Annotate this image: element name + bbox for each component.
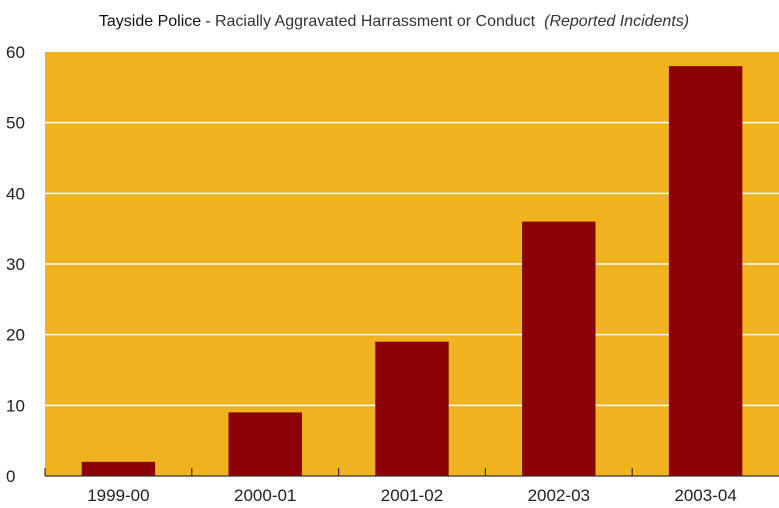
- chart-title: Tayside Police: [99, 13, 201, 30]
- x-tick-label: 2001-02: [381, 486, 443, 505]
- bar-2002-03: [522, 221, 596, 476]
- bars: [81, 66, 743, 476]
- y-tick-label: 30: [6, 255, 25, 274]
- bar-2001-02: [375, 341, 449, 476]
- y-tick-label: 60: [6, 43, 25, 62]
- chart-title-separator: -: [205, 13, 215, 30]
- grid-lines: [45, 121, 779, 407]
- y-tick-label: 0: [6, 467, 15, 486]
- bar-2000-01: [228, 412, 302, 476]
- y-tick-label: 40: [6, 184, 25, 203]
- y-tick-label: 50: [6, 114, 25, 133]
- y-tick-label: 10: [6, 396, 25, 415]
- bar-2003-04: [668, 66, 743, 476]
- bar-1999-00: [81, 461, 156, 476]
- x-tick-label: 2002-03: [528, 486, 590, 505]
- x-tick-label: 2000-01: [234, 486, 296, 505]
- y-tick-labels: 0 10 20 30 40 50 60: [6, 43, 25, 486]
- chart-subtitle-note: (Reported Incidents): [544, 13, 689, 30]
- x-tick-label: 1999-00: [87, 486, 149, 505]
- axes: [44, 468, 779, 477]
- x-tick-label: 2003-04: [674, 486, 736, 505]
- y-tick-label: 20: [6, 326, 25, 345]
- chart-title-line: Tayside Police - Racially Aggravated Har…: [99, 13, 689, 30]
- chart-subtitle: Racially Aggravated Harrassment or Condu…: [215, 13, 536, 30]
- x-tick-labels: 1999-00 2000-01 2001-02 2002-03 2003-04: [87, 486, 737, 505]
